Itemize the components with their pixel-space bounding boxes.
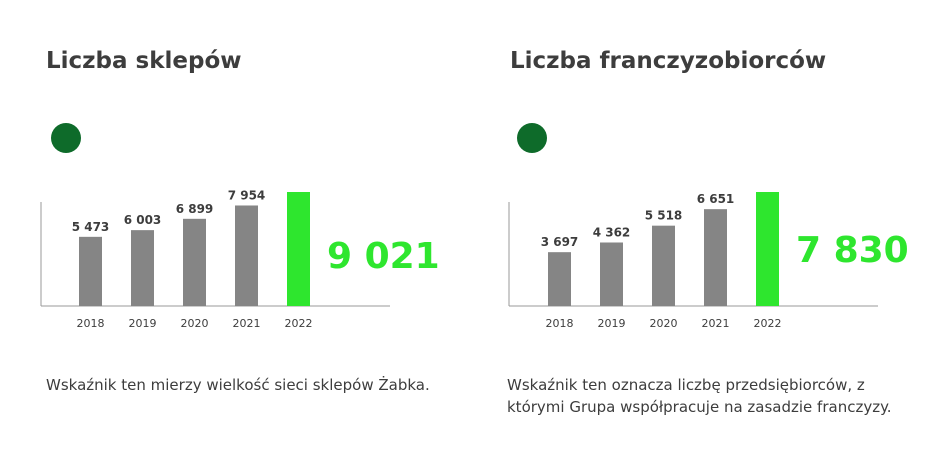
x-tick-label: 2021: [702, 317, 730, 330]
bar: [704, 209, 727, 306]
data-label-highlight: 9 021: [327, 236, 440, 277]
chart-description: Wskaźnik ten mierzy wielkość sieci sklep…: [46, 376, 430, 394]
x-tick-label: 2020: [650, 317, 678, 330]
chart-description-line: Wskaźnik ten oznacza liczbę przedsiębior…: [507, 376, 865, 394]
chart-title: Liczba sklepów: [46, 48, 242, 74]
bar-highlight: [287, 192, 310, 306]
x-tick-label: 2022: [285, 317, 313, 330]
data-label: 6 899: [176, 202, 214, 216]
data-label: 4 362: [593, 225, 631, 239]
bar-chart-franchisee-count: 2018 3 697 2019 4 362 2020 5 518 2021 6 651 2022…: [508, 192, 909, 330]
panel-franchisee-count: Liczba franczyzobiorców 2018 3 697 2019 4 3…: [474, 0, 948, 470]
chart-description-line: którymi Grupa współpracuje na zasadzie f…: [507, 398, 892, 416]
bar: [79, 236, 102, 306]
data-label-highlight: 7 830: [796, 230, 909, 271]
x-tick-label: 2020: [181, 317, 209, 330]
data-label: 5 473: [72, 220, 110, 234]
bar-highlight: [756, 192, 779, 306]
panel-store-count: Liczba sklepów 2018 5 473 2019 6 003 2020 6 8…: [40, 48, 440, 394]
bar: [652, 225, 675, 306]
bar: [548, 252, 571, 306]
bar: [131, 230, 154, 306]
green-dot-icon: [51, 123, 81, 153]
x-tick-label: 2018: [77, 317, 105, 330]
x-tick-label: 2022: [754, 317, 782, 330]
green-dot-icon: [517, 123, 547, 153]
x-tick-label: 2018: [546, 317, 574, 330]
bar: [600, 242, 623, 306]
x-tick-label: 2019: [129, 317, 157, 330]
data-label: 5 518: [645, 209, 683, 223]
bar: [183, 218, 206, 306]
chart-description: Wskaźnik ten oznacza liczbę przedsiębior…: [507, 374, 947, 418]
data-label: 3 697: [541, 235, 579, 249]
bar: [235, 205, 258, 306]
chart-title: Liczba franczyzobiorców: [510, 48, 827, 74]
x-tick-label: 2019: [598, 317, 626, 330]
data-label: 7 954: [228, 188, 266, 202]
bar-chart-store-count: 2018 5 473 2019 6 003 2020 6 899 2021 7 954 2022…: [40, 188, 440, 330]
data-label: 6 003: [124, 213, 162, 227]
x-tick-label: 2021: [233, 317, 261, 330]
data-label: 6 651: [697, 192, 735, 206]
